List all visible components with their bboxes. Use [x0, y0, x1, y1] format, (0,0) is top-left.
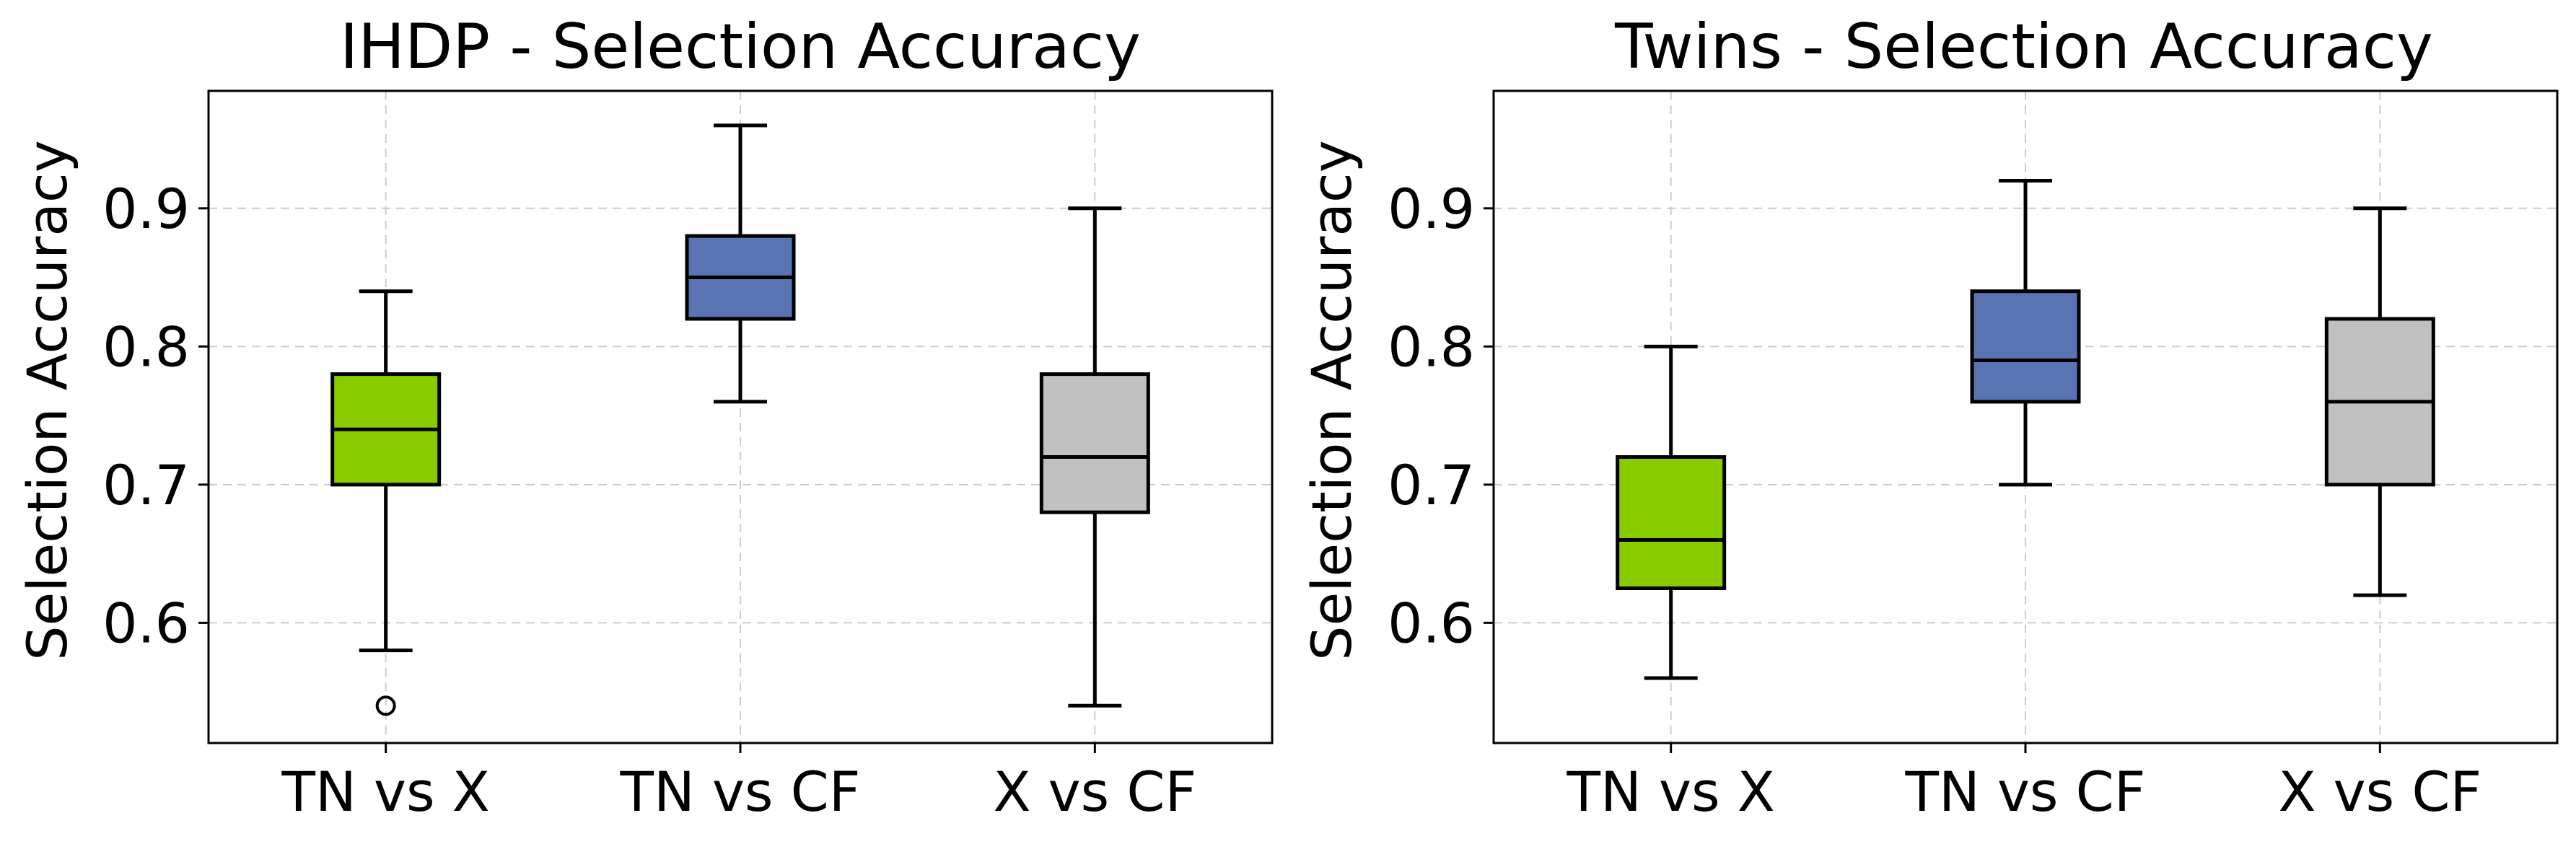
x-tick-label: TN vs X — [1567, 760, 1775, 824]
x-tick-label: X vs CF — [993, 760, 1196, 824]
y-tick-label: 0.8 — [102, 315, 190, 379]
y-tick-label: 0.8 — [1388, 315, 1475, 379]
y-tick-label: 0.7 — [102, 453, 190, 517]
chart-title: Twins - Selection Accuracy — [1614, 11, 2433, 83]
x-tick-label: TN vs CF — [1905, 760, 2146, 824]
y-tick-label: 0.6 — [102, 591, 190, 655]
outlier-point — [375, 695, 396, 716]
box-iqr — [1039, 372, 1150, 514]
box-plot-tn-vs-x — [330, 289, 442, 716]
box-plot-tn-vs-cf — [685, 123, 796, 404]
box-plot-x-vs-cf — [2324, 206, 2435, 597]
x-tick-label: TN vs X — [281, 760, 490, 824]
y-axis-label: Selection Accuracy — [15, 140, 79, 660]
y-tick-label: 0.6 — [1388, 591, 1475, 655]
chart-panel-ihdp: IHDP - Selection Accuracy Selection Accu… — [15, 11, 1274, 824]
y-axis-label: Selection Accuracy — [1300, 140, 1364, 660]
box-plot-x-vs-cf — [1039, 206, 1150, 708]
box-plot-tn-vs-x — [1616, 344, 1727, 680]
y-tick-label: 0.7 — [1388, 453, 1475, 517]
box-plot-tn-vs-cf — [1970, 178, 2081, 487]
box-iqr — [1616, 455, 1727, 590]
chart-panel-twins: Twins - Selection Accuracy Selection Acc… — [1300, 11, 2559, 824]
box-iqr — [1970, 289, 2081, 404]
y-tick-label: 0.9 — [102, 177, 190, 241]
y-tick-label: 0.9 — [1388, 177, 1475, 241]
x-tick-label: X vs CF — [2278, 760, 2481, 824]
chart-title: IHDP - Selection Accuracy — [340, 11, 1141, 83]
x-tick-label: TN vs CF — [620, 760, 861, 824]
